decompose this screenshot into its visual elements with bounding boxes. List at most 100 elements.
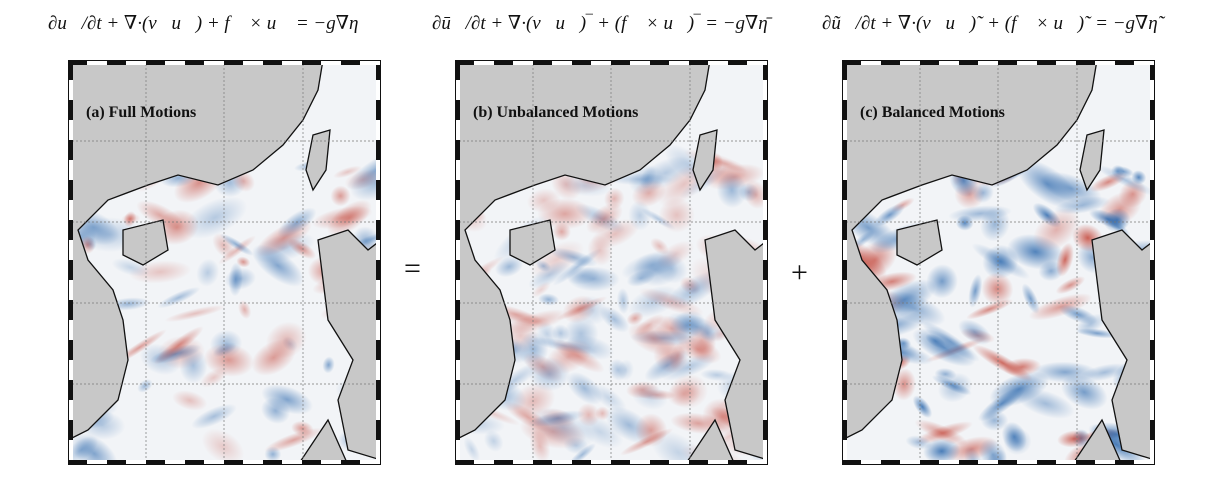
frame-tick [763, 360, 768, 380]
anomaly-blob [203, 343, 254, 377]
frame-tick [842, 400, 847, 420]
frame-tick [669, 460, 689, 465]
anomaly-blob [463, 436, 481, 463]
anomaly-blob [628, 200, 652, 231]
frame-tick [282, 460, 302, 465]
anomaly-blob [914, 419, 968, 446]
frame-tick [763, 200, 768, 220]
land [704, 229, 768, 461]
frame-tick [747, 460, 767, 465]
frame-tick [842, 280, 847, 300]
map-frame [68, 60, 381, 465]
frame-tick [376, 280, 381, 300]
frame-tick [68, 160, 73, 180]
anomaly-blob [1075, 313, 1106, 335]
anomaly-blob [528, 410, 586, 427]
anomaly-blob [576, 415, 624, 449]
anomaly-blob [330, 185, 351, 207]
anomaly-blob [326, 199, 372, 237]
frame-tick [842, 160, 847, 180]
anomaly-blob [923, 438, 961, 464]
map-full [68, 60, 381, 465]
frame-tick [87, 460, 107, 465]
land [692, 129, 718, 192]
anomaly-blob [639, 165, 657, 190]
frame-tick [126, 60, 146, 65]
anomaly-blob [912, 395, 933, 419]
land [1071, 418, 1123, 465]
anomaly-blob [972, 344, 1033, 382]
frame-tick [474, 460, 494, 465]
frame-tick [321, 460, 341, 465]
frame-tick [842, 80, 847, 100]
frame-tick [763, 280, 768, 300]
frame-tick [376, 80, 381, 100]
anomaly-blob [261, 397, 291, 424]
anomaly-blob [157, 286, 201, 309]
panel-label: (b) Unbalanced Motions [473, 104, 639, 121]
anomaly-blob [912, 328, 976, 367]
anomaly-blob [931, 375, 972, 396]
anomaly-blob [587, 235, 613, 266]
frame-tick [763, 240, 768, 260]
frame-tick [474, 60, 494, 65]
anomaly-blob [182, 196, 248, 239]
map-panel-unbalanced: (b) Unbalanced Motions [455, 60, 768, 465]
anomaly-blob [1060, 374, 1108, 410]
frame-tick [513, 60, 533, 65]
anomaly-blob [277, 207, 317, 238]
frame-tick [939, 60, 959, 65]
anomaly-blob [121, 213, 141, 225]
anomaly-blob [700, 368, 734, 382]
anomaly-blob [528, 356, 571, 392]
frame-tick [455, 360, 460, 380]
frame-tick [165, 60, 185, 65]
frame-tick [630, 60, 650, 65]
frame-tick [513, 460, 533, 465]
anomaly-blob [236, 256, 251, 268]
frame-tick [376, 120, 381, 140]
frame-tick [1017, 460, 1037, 465]
frame-tick [455, 160, 460, 180]
anomaly-blob [1088, 209, 1127, 230]
anomaly-blob [333, 165, 362, 179]
frame-tick [747, 60, 767, 65]
anomaly-blob [1095, 164, 1155, 196]
frame-tick [68, 200, 73, 220]
anomaly-blob [616, 287, 630, 315]
frame-tick [1150, 240, 1155, 260]
frame-tick [282, 60, 302, 65]
anomaly-blob [692, 335, 717, 361]
frame-tick [552, 460, 572, 465]
anomaly-blob [958, 319, 992, 345]
frame-tick [455, 440, 460, 460]
land [1091, 229, 1155, 461]
frame-tick [1150, 360, 1155, 380]
frame-tick [1095, 60, 1115, 65]
anomaly-blob [556, 296, 608, 321]
equation-full: ∂u⃗/∂t + ∇·(v⃗u⃗) + f⃗ × u⃗ = −g∇η [48, 13, 359, 34]
frame-tick [68, 120, 73, 140]
anomaly-blob [201, 428, 245, 465]
frame-tick [455, 280, 460, 300]
anomaly-blob [200, 367, 228, 388]
frame-tick [1017, 60, 1037, 65]
anomaly-blob [1032, 207, 1081, 252]
frame-tick [708, 60, 728, 65]
anomaly-blob [191, 403, 237, 429]
equals-sign: = [404, 252, 421, 285]
anomaly-blob [1057, 430, 1091, 448]
frame-tick [243, 60, 263, 65]
frame-tick [455, 240, 460, 260]
frame-tick [1150, 440, 1155, 460]
anomaly-blob [552, 222, 572, 241]
anomaly-blob [196, 258, 220, 287]
frame-tick [321, 60, 341, 65]
land [305, 129, 331, 192]
frame-tick [204, 60, 224, 65]
frame-tick [68, 360, 73, 380]
anomaly-blob [1016, 388, 1075, 419]
anomaly-blob [529, 429, 551, 463]
frame-tick [939, 460, 959, 465]
anomaly-blob [224, 267, 256, 290]
